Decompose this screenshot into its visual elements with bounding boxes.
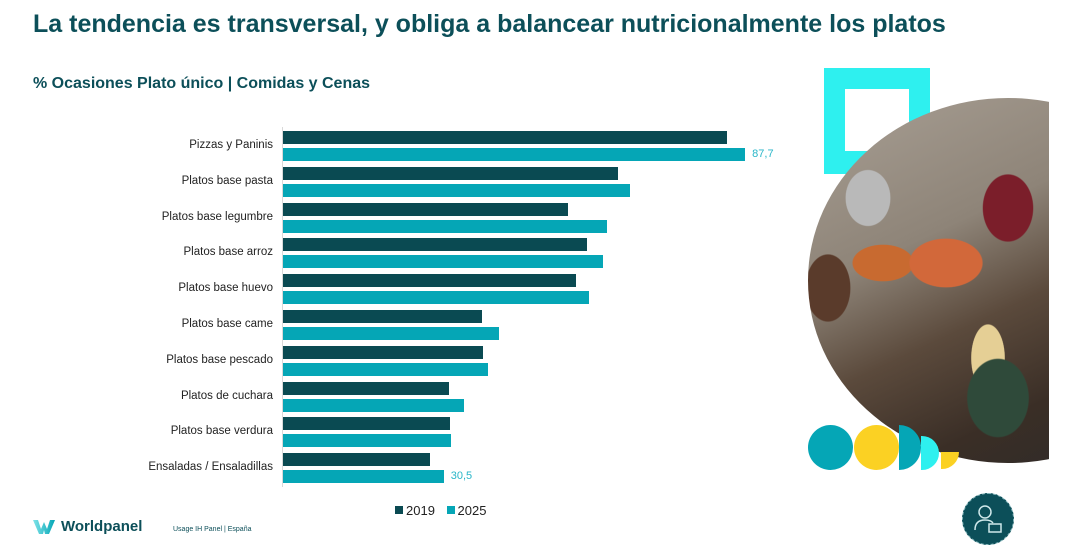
bar-2019 xyxy=(283,345,484,359)
chart-row: Platos base huevo xyxy=(0,272,800,306)
bar-2025 xyxy=(283,183,631,197)
chart-row: Platos base legumbre xyxy=(0,201,800,235)
legend-swatch-2025 xyxy=(446,506,455,514)
category-label: Platos de cuchara xyxy=(180,389,273,402)
teal-half-circle-decoration xyxy=(899,425,921,470)
bar-2019 xyxy=(283,131,727,144)
category-label: Platos base pescado xyxy=(166,353,273,366)
data-label: 30,5 xyxy=(450,470,473,483)
bar-2019 xyxy=(283,417,451,431)
bar-2019 xyxy=(283,453,431,467)
yellow-quarter-decoration xyxy=(941,452,959,469)
category-label: Platos base verdura xyxy=(170,425,273,438)
category-axis-line xyxy=(282,127,283,487)
category-label: Platos base legumbre xyxy=(161,210,273,223)
chart-row: Platos de cuchara xyxy=(0,380,800,414)
bar-2025 xyxy=(283,291,590,305)
legend-swatch-2019 xyxy=(395,506,403,514)
legend-item-2019: 2019 xyxy=(395,503,435,518)
cyan-half-circle-decoration xyxy=(921,436,939,470)
bar-2019 xyxy=(283,238,588,252)
chart-row: Ensaladas / Ensaladillas 30,5 xyxy=(0,451,800,485)
category-label: Ensaladas / Ensaladillas xyxy=(148,461,273,474)
bar-2019 xyxy=(283,274,576,288)
category-label: Pizzas y Paninis xyxy=(189,139,273,151)
page-title: La tendencia es transversal, y obliga a … xyxy=(33,10,946,38)
data-label: 87,7 xyxy=(752,148,774,160)
bar-2025 xyxy=(283,362,488,376)
source-note: Usage IH Panel | España xyxy=(173,526,252,533)
person-icon xyxy=(974,505,1002,533)
category-label: Platos base huevo xyxy=(178,282,273,295)
photo-crop-mask xyxy=(1049,0,1077,535)
user-laptop-badge-icon xyxy=(962,493,1014,545)
bar-chart: Pizzas y Paninis 87,7 Platos base pasta Pla… xyxy=(0,127,800,487)
brand-name: Worldpanel xyxy=(61,518,143,535)
legend-item-2025: 2025 xyxy=(446,503,486,518)
bar-2019 xyxy=(283,310,483,323)
worldpanel-logo: Worldpanel xyxy=(33,518,142,535)
chart-row: Platos base pescado xyxy=(0,344,800,378)
teal-circle-decoration xyxy=(808,425,853,470)
chart-row: Pizzas y Paninis 87,7 xyxy=(0,129,800,163)
category-label: Platos base pasta xyxy=(181,174,273,187)
bar-2025 xyxy=(283,219,608,233)
chart-legend: 2019 2025 xyxy=(395,503,494,518)
category-label: Platos base arroz xyxy=(183,246,274,259)
bar-2019 xyxy=(283,202,569,216)
chart-row: Platos base pasta xyxy=(0,165,800,199)
chart-row: Platos base came xyxy=(0,308,800,342)
chart-subtitle: % Ocasiones Plato único | Comidas y Cena… xyxy=(33,75,371,92)
category-label: Platos base came xyxy=(181,318,273,330)
chart-row: Platos base verdura xyxy=(0,415,800,449)
bar-2025 xyxy=(283,434,452,448)
bar-2025 xyxy=(283,148,746,161)
chart-row: Platos base arroz xyxy=(0,236,800,270)
bar-2025 xyxy=(283,470,444,484)
bar-2025 xyxy=(283,327,500,340)
bar-2025 xyxy=(283,255,603,269)
bar-2025 xyxy=(283,398,464,412)
worldpanel-w-icon xyxy=(33,519,55,534)
bar-2019 xyxy=(283,166,619,180)
yellow-circle-decoration xyxy=(854,425,899,470)
bar-2019 xyxy=(283,381,449,395)
